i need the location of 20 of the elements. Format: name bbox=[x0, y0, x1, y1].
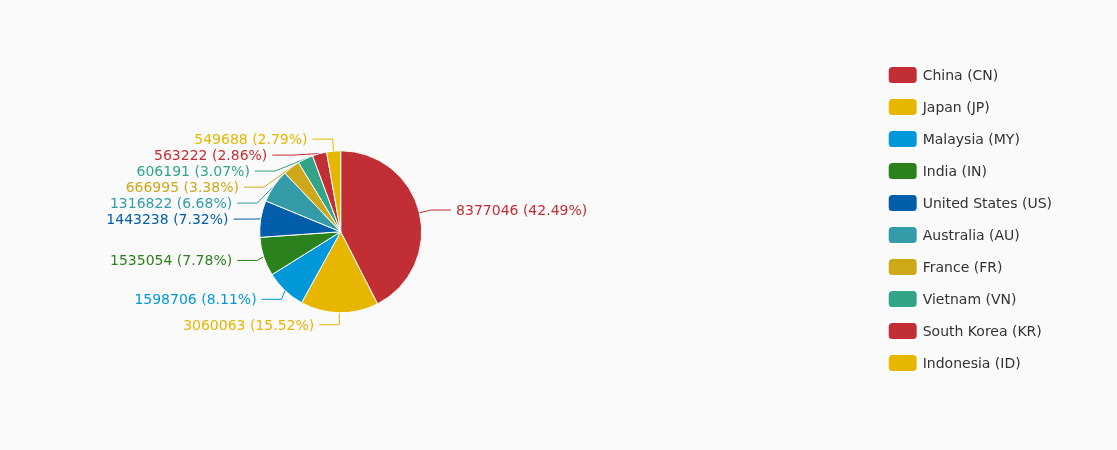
data-label: 666995 (3.38%) bbox=[125, 179, 239, 196]
legend-label: India (IN) bbox=[922, 163, 988, 179]
data-label: 1443238 (7.32%) bbox=[106, 211, 229, 228]
legend-label: United States (US) bbox=[922, 195, 1052, 211]
data-label: 1598706 (8.11%) bbox=[134, 291, 257, 308]
data-label: 1535054 (7.78%) bbox=[110, 252, 233, 269]
legend-label: South Korea (KR) bbox=[922, 323, 1042, 339]
data-label: 563222 (2.86%) bbox=[154, 147, 268, 164]
legend-label: Australia (AU) bbox=[922, 227, 1020, 243]
legend-label: Vietnam (VN) bbox=[922, 291, 1017, 307]
data-label: 8377046 (42.49%) bbox=[456, 202, 588, 218]
legend-label: Malaysia (MY) bbox=[922, 131, 1020, 147]
data-label: 1316822 (6.68%) bbox=[109, 195, 233, 212]
data-label: 606191 (3.07%) bbox=[136, 163, 250, 180]
data-label: 3060063 (15.52%) bbox=[183, 316, 315, 333]
legend-label: Indonesia (ID) bbox=[922, 355, 1021, 371]
data-label: 549688 (2.79%) bbox=[194, 131, 308, 148]
legend-label: Japan (JP) bbox=[921, 99, 990, 115]
legend-label: France (FR) bbox=[922, 259, 1003, 275]
legend-label: China (CN) bbox=[922, 67, 999, 83]
